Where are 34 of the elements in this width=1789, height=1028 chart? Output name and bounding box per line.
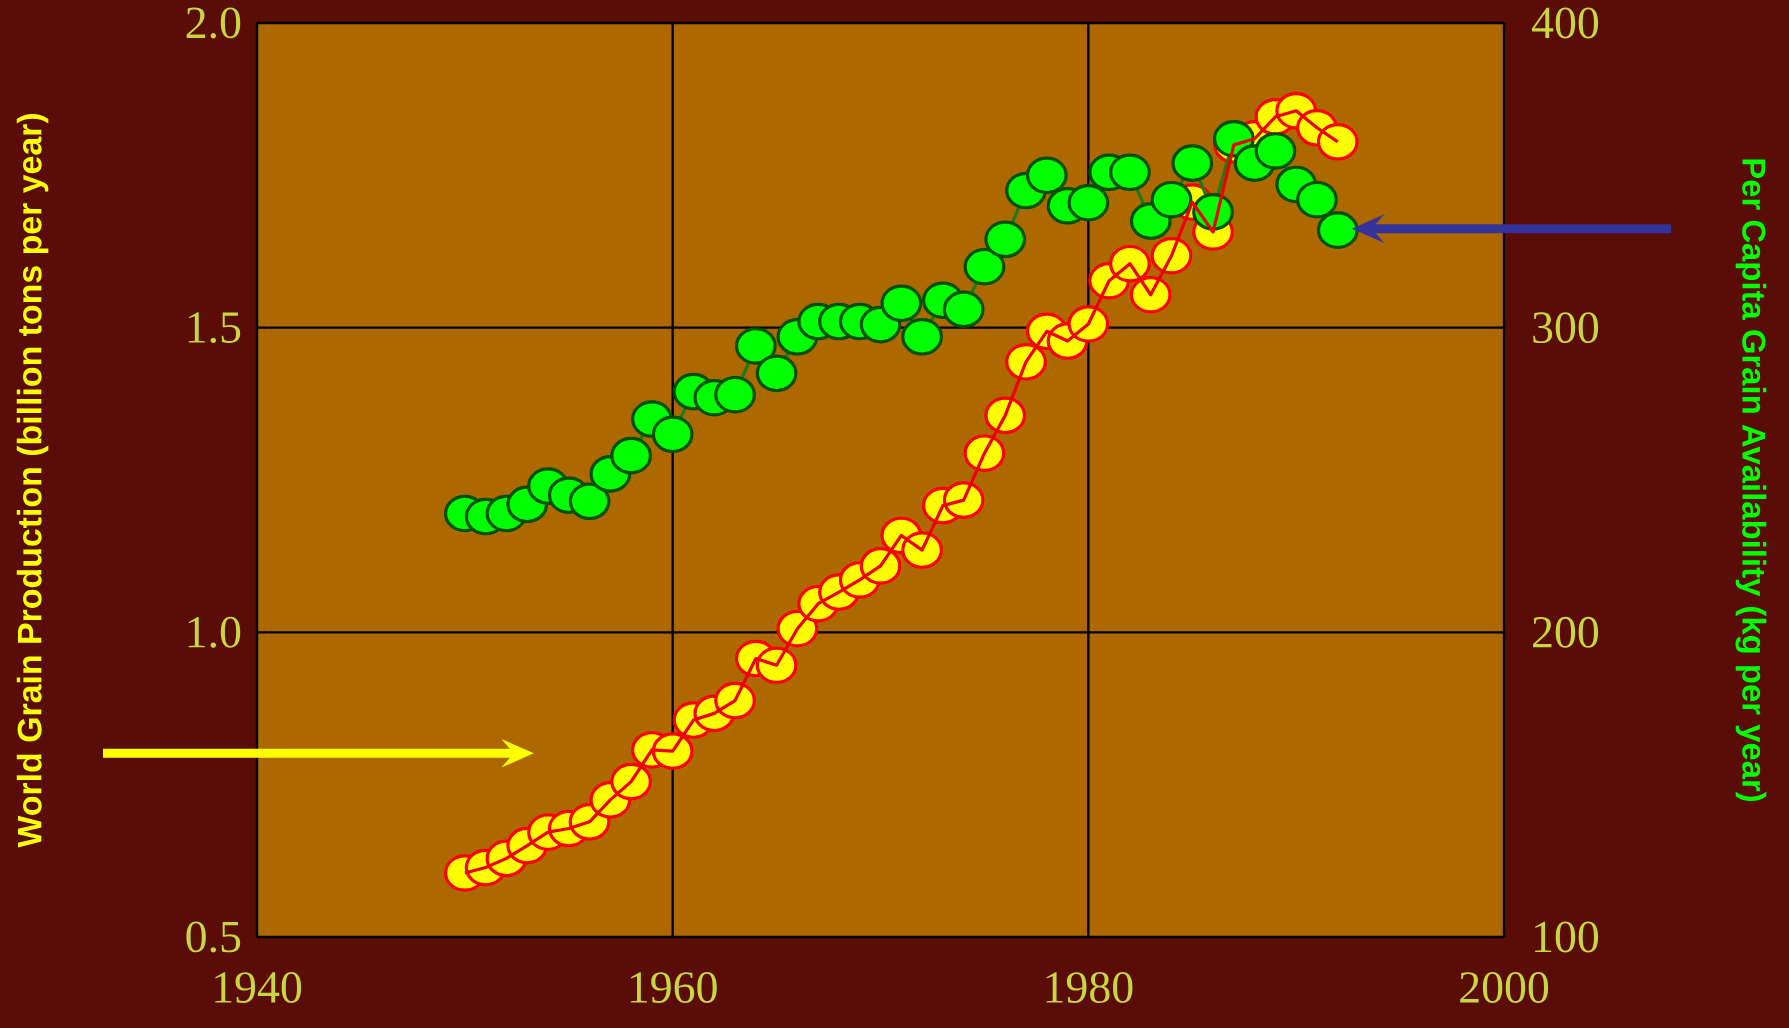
y2-axis-title: Per Capita Grain Availability (kg per year)	[1735, 159, 1767, 802]
y-axis-title: World Grain Production (billion tons per year)	[16, 114, 49, 848]
y2-tick-label: 200	[1533, 616, 1599, 648]
point	[568, 482, 611, 521]
point	[1109, 153, 1151, 192]
y2-tick-label: 300	[1533, 312, 1599, 344]
point	[963, 247, 1006, 286]
y2-tick-label: 100	[1535, 921, 1599, 953]
point	[651, 415, 694, 454]
point	[610, 436, 652, 475]
point	[1025, 156, 1068, 195]
y-tick-label: 1.5	[188, 312, 241, 344]
point	[1316, 123, 1359, 161]
x-tick-label: 1940	[215, 972, 302, 1003]
point	[942, 290, 985, 329]
x-tick-label: 1960	[630, 972, 717, 1003]
point	[1150, 180, 1193, 219]
point	[1171, 144, 1214, 182]
point	[901, 318, 943, 356]
x-tick-label: 2000	[1460, 972, 1549, 1003]
point	[714, 375, 756, 414]
point	[1316, 211, 1359, 249]
point	[984, 220, 1027, 259]
point	[755, 354, 798, 393]
point	[1067, 183, 1110, 222]
y-tick-label: 2.0	[186, 7, 241, 39]
point	[1296, 180, 1338, 219]
point	[880, 284, 923, 323]
point	[734, 327, 777, 365]
point	[1254, 132, 1297, 170]
y2-tick-label: 400	[1531, 7, 1599, 39]
y-tick-label: 1.0	[188, 616, 241, 648]
x-tick-label: 1980	[1046, 972, 1133, 1003]
y-tick-label: 0.5	[186, 921, 241, 953]
